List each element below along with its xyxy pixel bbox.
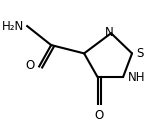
Text: N: N xyxy=(105,26,114,39)
Text: S: S xyxy=(137,47,144,60)
Text: NH: NH xyxy=(128,71,146,84)
Text: O: O xyxy=(25,59,35,72)
Text: O: O xyxy=(94,109,104,122)
Text: H₂N: H₂N xyxy=(2,20,24,33)
